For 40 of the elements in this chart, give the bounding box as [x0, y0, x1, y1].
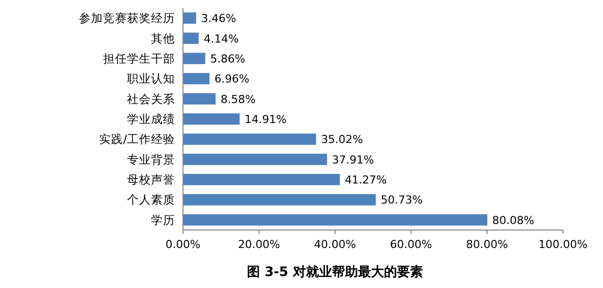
x-tick-label: 20.00%	[238, 238, 280, 251]
bar	[183, 32, 199, 44]
y-tick-label: 学业成绩	[127, 112, 175, 126]
data-label: 5.86%	[210, 52, 246, 66]
x-tick-label: 0.00%	[166, 238, 200, 251]
bar	[183, 194, 376, 206]
x-tick-label: 60.00%	[390, 238, 432, 251]
data-label: 41.27%	[344, 174, 387, 187]
text: 图 3-5 对就业帮助最大的要素	[247, 264, 423, 280]
bar	[183, 113, 240, 125]
y-tick-label: 学历	[151, 212, 175, 227]
data-label: 35.02%	[321, 133, 364, 146]
bar	[183, 134, 316, 145]
y-tick-label: 个人素质	[127, 192, 175, 207]
data-label: 6.96%	[214, 72, 250, 86]
bar	[183, 72, 210, 84]
x-tick-label: 100.00%	[538, 238, 588, 251]
y-tick-label: 参加竞赛获奖经历	[79, 11, 175, 26]
data-label: 80.08%	[492, 214, 534, 227]
y-tick-label: 其他	[151, 31, 175, 46]
data-label: 50.73%	[380, 194, 423, 207]
y-tick-label: 母校声誉	[127, 172, 175, 187]
bar	[183, 12, 196, 24]
y-tick-label: 专业背景	[127, 152, 175, 166]
y-tick-label: 实践/工作经验	[99, 132, 175, 146]
x-tick-label: 80.00%	[466, 238, 508, 251]
data-label: 37.91%	[332, 153, 374, 166]
bar	[183, 174, 340, 186]
y-tick-label: 职业认知	[127, 72, 175, 86]
y-tick-label: 担任学生干部	[103, 51, 175, 66]
data-label: 3.46%	[201, 12, 236, 26]
data-label: 4.14%	[204, 32, 239, 46]
bar	[183, 93, 216, 104]
bar	[183, 154, 328, 166]
bar	[183, 52, 206, 64]
x-tick-label: 40.00%	[314, 238, 356, 251]
data-label: 8.58%	[220, 92, 256, 106]
bar	[183, 214, 488, 226]
y-tick-label: 社会关系	[127, 92, 175, 106]
data-label: 14.91%	[244, 113, 287, 126]
